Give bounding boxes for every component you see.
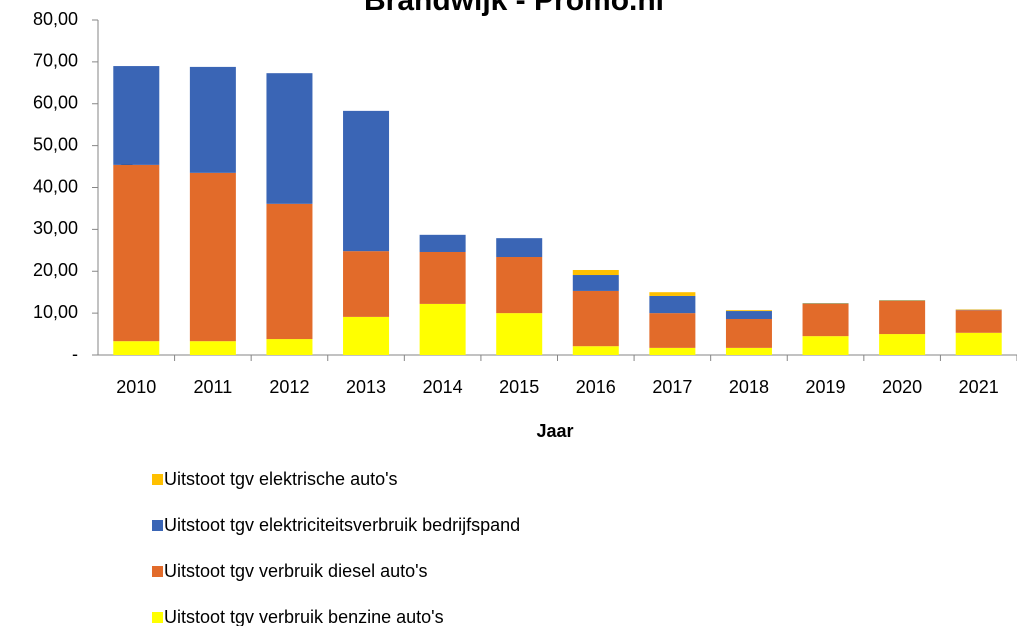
y-tick-label: 80,00 <box>33 9 78 29</box>
bar-segment <box>189 66 236 173</box>
bar-segment <box>266 73 313 204</box>
legend-label: Uitstoot tgv elektrische auto's <box>164 469 398 489</box>
bar-segment <box>649 313 696 348</box>
bar-segment <box>266 339 313 355</box>
x-tick-label: 2018 <box>729 377 769 397</box>
x-tick-label: 2012 <box>269 377 309 397</box>
y-tick-label: 60,00 <box>33 93 78 113</box>
bar-segment <box>725 310 772 312</box>
bar-segment <box>343 110 390 252</box>
bar-segment <box>725 318 772 348</box>
bar-segment <box>955 310 1002 333</box>
legend-swatch <box>152 474 163 485</box>
bar-segment <box>343 251 390 317</box>
bar-segment <box>649 347 696 355</box>
legend-label: Uitstoot tgv verbruik benzine auto's <box>164 607 444 626</box>
bar-segment <box>419 251 466 304</box>
bar-segment <box>879 334 926 355</box>
bar-segment <box>419 234 466 252</box>
legend-swatch <box>152 612 163 623</box>
bar-segment <box>419 303 466 355</box>
legend-label: Uitstoot tgv verbruik diesel auto's <box>164 561 428 581</box>
y-tick-label: 30,00 <box>33 218 78 238</box>
bar-segment <box>496 257 543 314</box>
bar-segment <box>572 275 619 291</box>
bar-segment <box>572 346 619 355</box>
x-tick-label: 2015 <box>499 377 539 397</box>
legend-swatch <box>152 566 163 577</box>
bar-segment <box>113 341 160 355</box>
y-tick-label: 40,00 <box>33 176 78 196</box>
chart-title: Brandwijk - Promo.nl <box>364 0 664 17</box>
bar-segment <box>725 347 772 355</box>
x-tick-label: 2016 <box>576 377 616 397</box>
bar-segment <box>649 292 696 296</box>
bar-segment <box>496 238 543 258</box>
bar-segment <box>725 311 772 319</box>
bar-segment <box>343 316 390 355</box>
x-tick-label: 2019 <box>806 377 846 397</box>
bar-segment <box>955 332 1002 355</box>
bar-segment <box>802 303 849 337</box>
bar-segment <box>572 290 619 347</box>
bar-segment <box>189 172 236 342</box>
x-tick-label: 2013 <box>346 377 386 397</box>
bar-segment <box>266 203 313 340</box>
x-tick-label: 2021 <box>959 377 999 397</box>
x-tick-label: 2014 <box>423 377 463 397</box>
y-tick-label: 50,00 <box>33 134 78 154</box>
x-axis-label: Jaar <box>536 421 573 441</box>
x-tick-label: 2017 <box>652 377 692 397</box>
x-tick-label: 2011 <box>194 377 233 397</box>
x-tick-label: 2010 <box>116 377 156 397</box>
legend-label: Uitstoot tgv elektriciteitsverbruik bedr… <box>164 515 520 535</box>
y-tick-label: 10,00 <box>33 302 78 322</box>
y-tick-label: 20,00 <box>33 260 78 280</box>
bar-segment <box>649 295 696 314</box>
legend-swatch <box>152 520 163 531</box>
bar-segment <box>113 164 160 342</box>
bar-segment <box>879 300 926 335</box>
y-tick-label: - <box>72 344 78 364</box>
y-tick-label: 70,00 <box>33 51 78 71</box>
bar-segment <box>113 66 160 165</box>
x-tick-label: 2020 <box>882 377 922 397</box>
bar-segment <box>802 336 849 355</box>
bar-segment <box>572 269 619 276</box>
bar-segment <box>496 313 543 355</box>
bar-segment <box>189 341 236 355</box>
